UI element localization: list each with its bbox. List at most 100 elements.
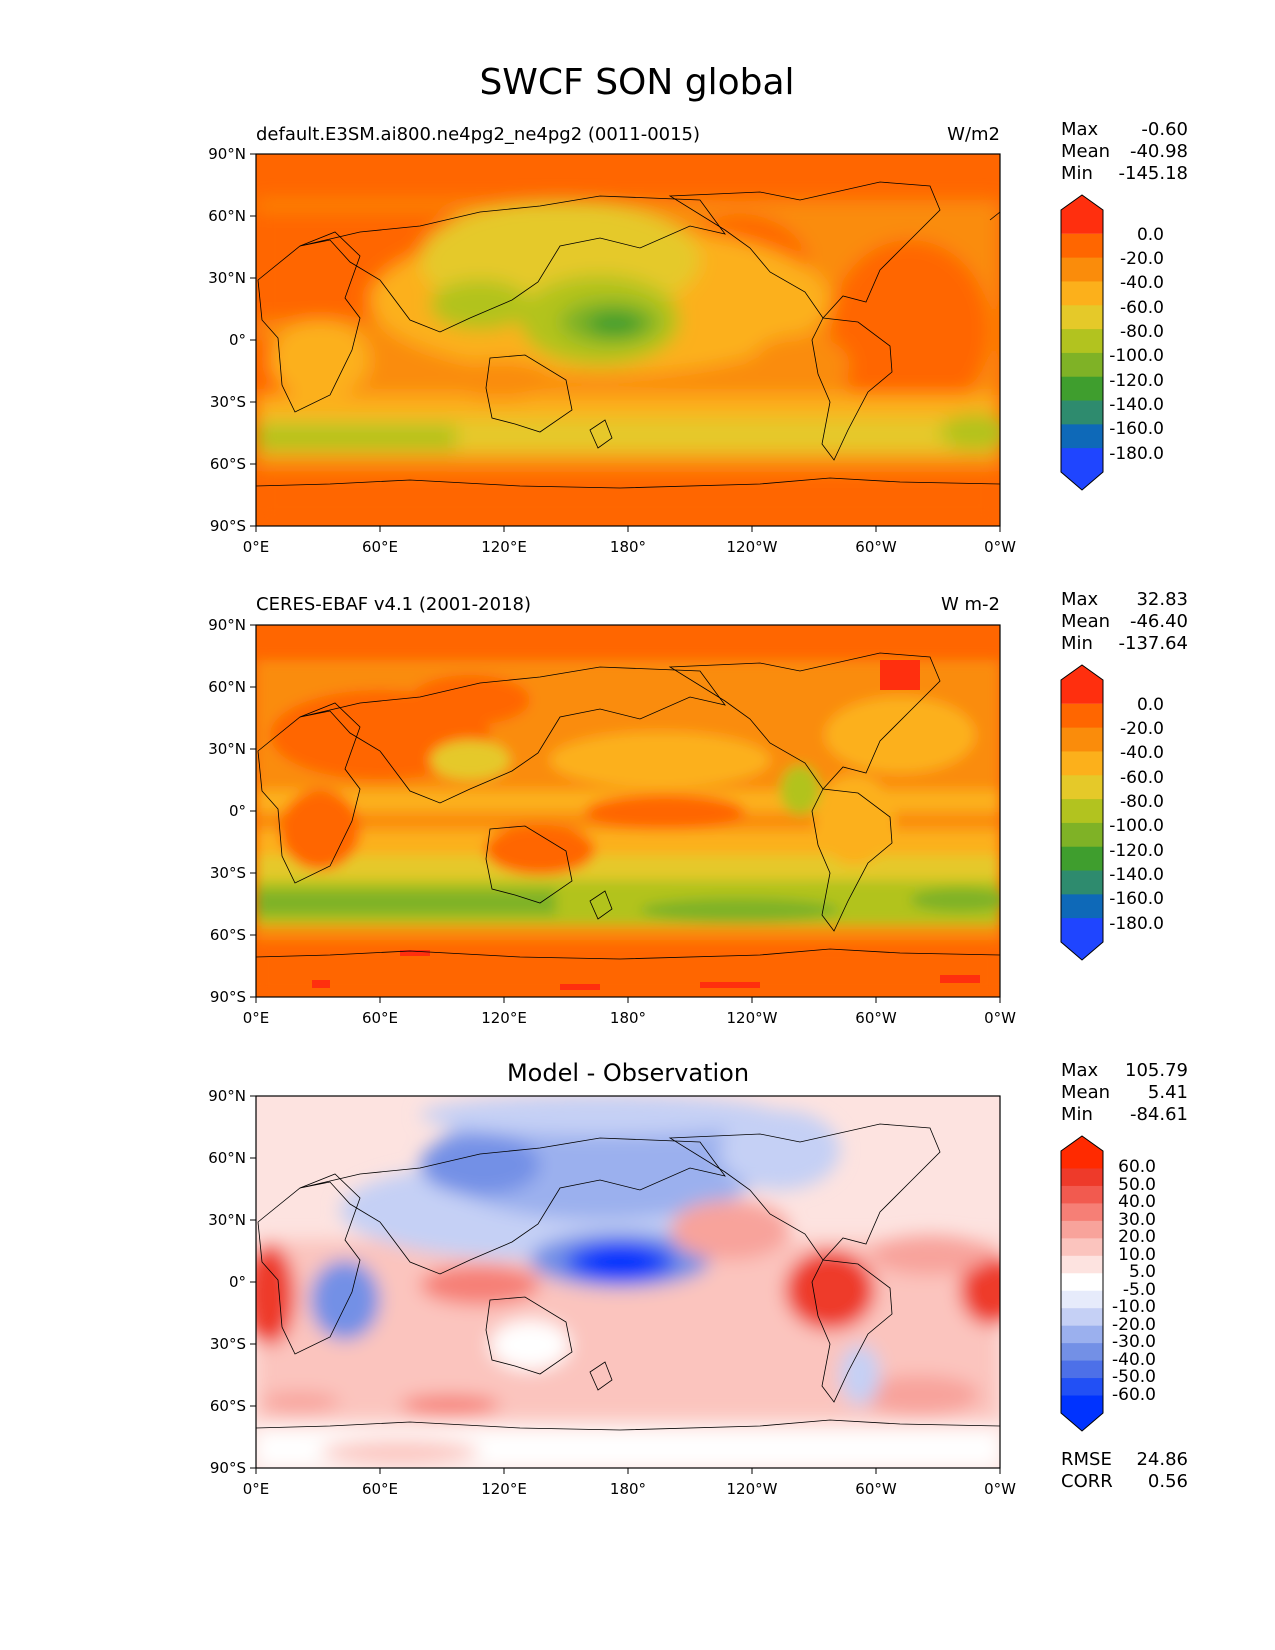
test-panel: default.E3SM.ai800.ne4pg2_ne4pg2 (0011-0… <box>208 119 1188 556</box>
test-colorbar-ticks: 0.0 -20.0 -40.0 -60.0 -80.0 -100.0 -120.… <box>1109 225 1164 464</box>
lon-tick-180: 180° <box>610 538 646 556</box>
reference-colorbar-swatches <box>1061 665 1103 960</box>
lon-tick-120e: 120°E <box>481 1480 527 1498</box>
test-colorbar: 0.0 -20.0 -40.0 -60.0 -80.0 -100.0 -120.… <box>1060 194 1164 491</box>
lon-tick-0w: 0°W <box>984 1480 1016 1498</box>
lon-tick-60e: 60°E <box>362 1480 398 1498</box>
lat-tick-30s: 30°S <box>210 393 246 411</box>
cbar-tick: -30.0 <box>1112 1332 1156 1352</box>
colorbar-swatch <box>1061 424 1103 449</box>
lon-tick-120w: 120°W <box>727 1009 778 1027</box>
mean-label: Mean <box>1061 141 1110 162</box>
lon-tick-180: 180° <box>610 1480 646 1498</box>
lat-tick-90n: 90°N <box>208 145 246 163</box>
test-lon-ticks: 0°E 60°E 120°E 180° 120°W 60°W 0°W <box>243 526 1016 556</box>
colorbar-swatch <box>1061 1168 1103 1187</box>
reference-lat-ticks: 90°N 60°N 30°N 0° 30°S 60°S 90°S <box>208 616 256 1006</box>
cbar-tick: -20.0 <box>1120 719 1164 739</box>
colorbar-swatch <box>1061 1325 1103 1344</box>
colorbar-swatch <box>1061 1136 1103 1169</box>
min-value: -84.61 <box>1130 1104 1188 1125</box>
colorbar-swatch <box>1061 870 1103 895</box>
rmse-value: 24.86 <box>1136 1449 1188 1470</box>
lat-tick-90n: 90°N <box>208 616 246 634</box>
mean-value: -40.98 <box>1130 141 1188 162</box>
colorbar-swatch <box>1061 1238 1103 1257</box>
cbar-tick: -100.0 <box>1109 816 1164 836</box>
lat-tick-60s: 60°S <box>210 1397 246 1415</box>
lon-tick-0e: 0°E <box>243 1009 270 1027</box>
cbar-tick: -10.0 <box>1112 1297 1156 1317</box>
test-lat-ticks: 90°N 60°N 30°N 0° 30°S 60°S 90°S <box>208 145 256 535</box>
max-value: -0.60 <box>1141 119 1188 140</box>
colorbar-swatch <box>1061 727 1103 752</box>
cbar-tick: -160.0 <box>1109 419 1164 439</box>
mean-value: 5.41 <box>1148 1082 1188 1103</box>
lat-tick-30n: 30°N <box>208 1211 246 1229</box>
colorbar-swatch <box>1061 233 1103 259</box>
colorbar-swatch <box>1061 751 1103 776</box>
reference-panel: CERES-EBAF v4.1 (2001-2018) W m-2 <box>208 589 1188 1027</box>
mean-label: Mean <box>1061 1082 1110 1103</box>
corr-value: 0.56 <box>1148 1471 1188 1492</box>
difference-panel-title: Model - Observation <box>507 1059 749 1087</box>
cbar-tick: -20.0 <box>1112 1315 1156 1335</box>
difference-lat-ticks: 90°N 60°N 30°N 0° 30°S 60°S 90°S <box>208 1087 256 1477</box>
cbar-tick: -20.0 <box>1120 249 1164 269</box>
lat-tick-30n: 30°N <box>208 740 246 758</box>
colorbar-swatch <box>1061 918 1103 960</box>
cbar-tick: -60.0 <box>1112 1385 1156 1405</box>
test-panel-units-label: W/m2 <box>947 124 1000 145</box>
colorbar-swatch <box>1061 799 1103 824</box>
rmse-label: RMSE <box>1061 1449 1112 1470</box>
colorbar-swatch <box>1061 257 1103 282</box>
colorbar-swatch <box>1061 1290 1103 1309</box>
cbar-tick: -140.0 <box>1109 865 1164 885</box>
corr-label: CORR <box>1061 1471 1113 1492</box>
colorbar-swatch <box>1061 1308 1103 1327</box>
difference-panel: Model - Observation <box>208 1059 1188 1498</box>
lon-tick-120w: 120°W <box>727 538 778 556</box>
cbar-tick: 40.0 <box>1118 1192 1156 1212</box>
difference-extra-stats: RMSE 24.86 CORR 0.56 <box>1061 1449 1188 1492</box>
cbar-tick: -60.0 <box>1120 298 1164 318</box>
reference-red-patches <box>312 660 980 990</box>
lat-tick-90s: 90°S <box>210 517 246 535</box>
test-stats: Max -0.60 Mean -40.98 Min -145.18 <box>1061 119 1188 184</box>
cbar-tick: -50.0 <box>1112 1367 1156 1387</box>
figure-title: SWCF SON global <box>479 62 794 103</box>
cbar-tick: -80.0 <box>1120 792 1164 812</box>
lat-tick-30s: 30°S <box>210 864 246 882</box>
colorbar-swatch <box>1061 1378 1103 1397</box>
reference-lon-ticks: 0°E 60°E 120°E 180° 120°W 60°W 0°W <box>243 997 1016 1027</box>
cbar-tick: -5.0 <box>1123 1280 1156 1300</box>
cbar-tick: -80.0 <box>1120 322 1164 342</box>
colorbar-swatch <box>1061 1360 1103 1379</box>
cbar-tick: -180.0 <box>1109 914 1164 934</box>
lon-tick-120w: 120°W <box>727 1480 778 1498</box>
difference-colorbar-ticks: 60.0 50.0 40.0 30.0 20.0 10.0 5.0 -5.0 -… <box>1112 1157 1156 1405</box>
reference-panel-units-label: W m-2 <box>941 594 1000 615</box>
colorbar-swatch <box>1061 1395 1103 1431</box>
min-label: Min <box>1061 1104 1093 1125</box>
cbar-tick: 0.0 <box>1137 695 1164 715</box>
lon-tick-180: 180° <box>610 1009 646 1027</box>
cbar-tick: 30.0 <box>1118 1210 1156 1230</box>
lon-tick-60w: 60°W <box>855 1480 897 1498</box>
cbar-tick: 5.0 <box>1129 1262 1156 1282</box>
test-colorbar-swatches <box>1061 195 1103 490</box>
colorbar-swatch <box>1061 1220 1103 1239</box>
colorbar-swatch <box>1061 329 1103 354</box>
difference-coastlines <box>256 1123 1000 1431</box>
test-map-field <box>256 154 1000 526</box>
colorbar-swatch <box>1061 775 1103 800</box>
colorbar-swatch <box>1061 894 1103 919</box>
difference-lon-ticks: 0°E 60°E 120°E 180° 120°W 60°W 0°W <box>243 1468 1016 1498</box>
cbar-tick: -40.0 <box>1120 273 1164 293</box>
lon-tick-120e: 120°E <box>481 1009 527 1027</box>
cbar-tick: -60.0 <box>1120 768 1164 788</box>
colorbar-swatch <box>1061 822 1103 848</box>
reference-colorbar-ticks: 0.0 -20.0 -40.0 -60.0 -80.0 -100.0 -120.… <box>1109 695 1164 934</box>
lat-tick-60s: 60°S <box>210 455 246 473</box>
